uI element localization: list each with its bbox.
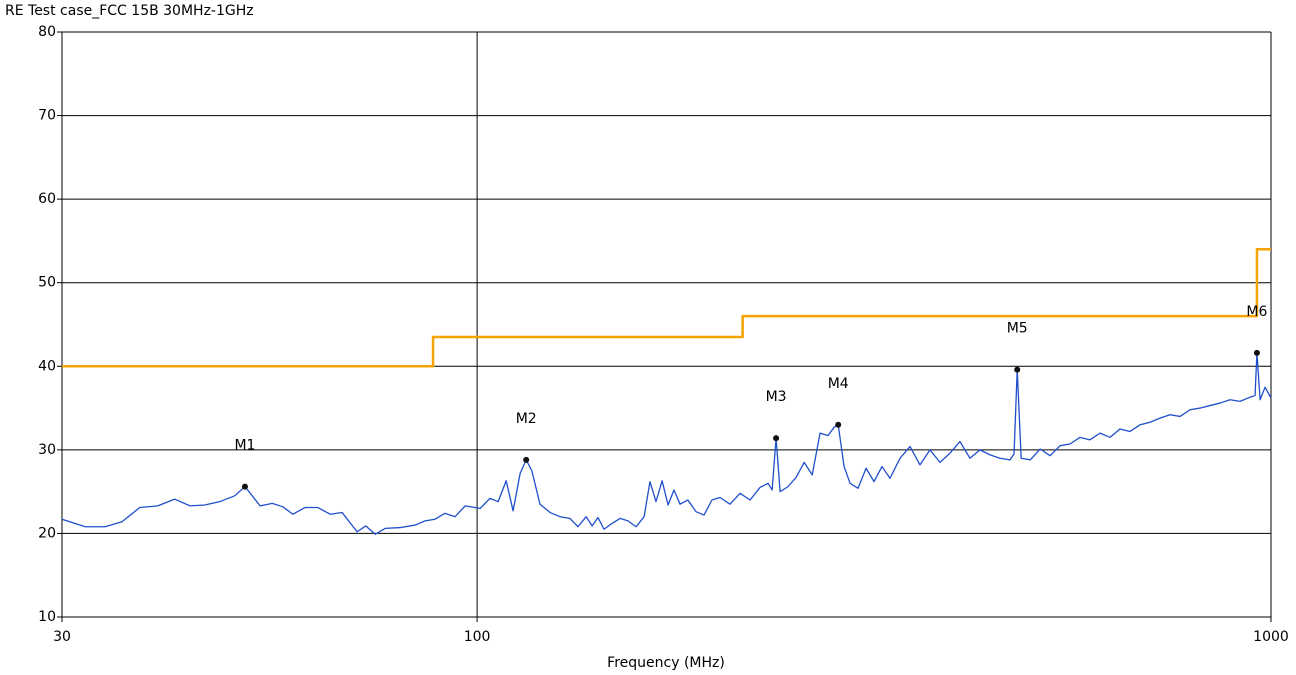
y-tick-label: 60	[38, 191, 56, 207]
marker-label: M1	[234, 438, 255, 454]
marker-point	[241, 483, 248, 490]
y-tick-label: 80	[38, 24, 56, 40]
marker-point	[773, 435, 780, 442]
y-tick-label: 30	[38, 442, 56, 458]
series-line	[62, 248, 1271, 368]
y-tick-label: 50	[38, 275, 56, 291]
marker-point	[523, 456, 530, 463]
marker-label: M4	[828, 376, 849, 392]
marker-label: M6	[1246, 304, 1267, 320]
marker-label: M5	[1007, 321, 1028, 337]
x-tick-label: 30	[53, 629, 71, 645]
x-tick-label: 100	[464, 629, 491, 645]
chart-title: RE Test case_FCC 15B 30MHz-1GHz	[5, 3, 254, 19]
marker-point	[1253, 349, 1260, 356]
y-tick-label: 70	[38, 108, 56, 124]
y-tick-label: 40	[38, 358, 56, 374]
series-line	[61, 352, 1272, 535]
y-tick-label: 20	[38, 525, 56, 541]
marker-label: M2	[516, 411, 537, 427]
marker-label: M3	[766, 389, 787, 405]
y-tick-label: 10	[38, 609, 56, 625]
marker-point	[835, 421, 842, 428]
marker-point	[1014, 366, 1021, 373]
x-axis-label: Frequency (MHz)	[607, 655, 725, 671]
x-tick-label: 1000	[1253, 629, 1289, 645]
